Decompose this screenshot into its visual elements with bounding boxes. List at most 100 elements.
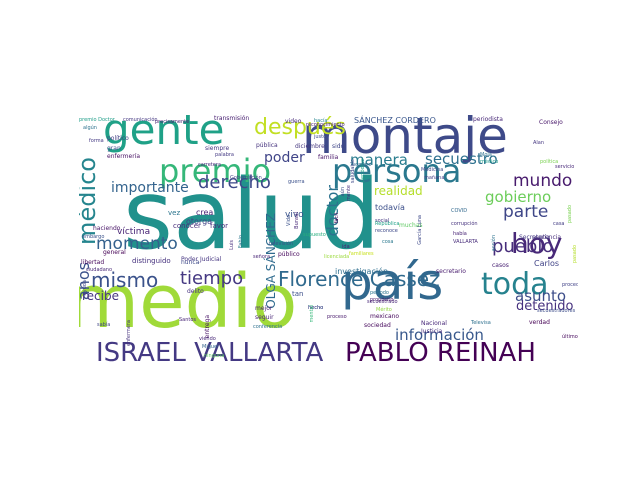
cloud-word: médico — [480, 159, 499, 165]
cloud-word: seguir — [255, 314, 274, 321]
cloud-word: saludable — [350, 159, 356, 184]
cloud-word: mañana — [424, 175, 445, 181]
cloud-word: guerra — [288, 179, 305, 185]
cloud-word: asunto — [515, 287, 567, 305]
cloud-word: periodo — [370, 290, 389, 296]
cloud-word: hacía — [314, 118, 328, 124]
cloud-word: palabra — [215, 152, 234, 158]
cloud-word: cosa — [382, 239, 394, 245]
cloud-word: sabía — [97, 322, 111, 328]
cloud-word: secuestradores — [537, 308, 576, 314]
cloud-word: crea — [196, 208, 214, 217]
cloud-word: Santos — [179, 317, 197, 323]
cloud-word: general — [103, 249, 126, 256]
cloud-word: importante — [111, 180, 189, 196]
cloud-word: momento — [96, 234, 178, 254]
cloud-word: sido — [332, 143, 345, 150]
cloud-word: Consejo — [539, 119, 563, 126]
cloud-word: persona — [332, 152, 462, 190]
cloud-word: Alan — [533, 140, 545, 146]
cloud-word: Bunsal — [294, 212, 300, 229]
cloud-word: información — [395, 326, 484, 344]
cloud-word: otorga — [186, 217, 213, 226]
cloud-word: hoy — [511, 227, 563, 260]
cloud-word: Carlos — [534, 259, 560, 268]
cloud-word: doctor — [323, 185, 342, 237]
cloud-word: algún — [83, 125, 97, 131]
cloud-word: enfermería — [107, 153, 141, 160]
cloud-word: mental — [309, 305, 315, 323]
cloud-word: sentencia — [532, 234, 562, 241]
cloud-word: recibe — [82, 289, 119, 303]
cloud-word: vivo — [285, 210, 304, 220]
cloud-word: secuestrado — [367, 299, 398, 305]
cloud-word: reconoce — [375, 228, 398, 234]
cloud-word: sociedad — [364, 322, 391, 329]
cloud-word: montaje — [302, 115, 508, 165]
cloud-word: familiares — [349, 251, 374, 257]
cloud-word: Vida — [286, 215, 292, 226]
cloud-word: procedimiento — [562, 282, 578, 288]
cloud-word: Miguel — [202, 344, 219, 350]
cloud-word: investigación — [335, 267, 389, 276]
cloud-word: había — [453, 231, 467, 237]
cloud-word: PABLO REINAH — [345, 338, 536, 367]
cloud-word: televisión — [269, 241, 294, 247]
cloud-word: proceso — [327, 314, 347, 320]
cloud-word: mundo — [513, 171, 573, 191]
cloud-word: mismo — [91, 268, 159, 292]
cloud-word: ninguna — [204, 353, 225, 359]
cloud-word: carretera — [198, 162, 221, 168]
cloud-word: realidad — [374, 184, 423, 198]
cloud-word: justo — [314, 134, 327, 140]
cloud-word: gobierno — [485, 188, 552, 206]
cloud-word: mejor — [255, 305, 273, 312]
cloud-word: nunca — [181, 259, 200, 266]
cloud-word: entrega — [204, 315, 211, 339]
cloud-word: precisamente — [155, 119, 190, 125]
cloud-word: Gobernación — [230, 175, 262, 181]
cloud-word: mexicano — [370, 313, 400, 320]
cloud-word: República — [375, 221, 400, 227]
cloud-word: tiempo — [180, 268, 244, 289]
cloud-word: servicio — [555, 164, 575, 170]
cloud-word: familia — [318, 154, 339, 161]
cloud-word: corrupción — [451, 221, 478, 227]
cloud-word: salud — [123, 159, 381, 271]
cloud-word: Justicia — [421, 328, 443, 335]
cloud-word: conferencia — [253, 324, 283, 330]
word-cloud: salud medio montaje país gente persona premio t… — [79, 115, 578, 367]
cloud-word: premio — [159, 152, 272, 190]
cloud-word: supuesto — [303, 232, 326, 238]
cloud-word: Televisa — [471, 320, 491, 326]
cloud-word: Poder Judicial — [181, 256, 222, 263]
cloud-word: siempre — [205, 145, 230, 152]
cloud-word: ISRAEL VALLARTA — [96, 338, 324, 367]
cloud-word: social — [375, 218, 390, 224]
cloud-word: propósito — [370, 297, 394, 303]
cloud-word: enfermera — [126, 320, 132, 347]
cloud-word: tan — [292, 290, 304, 298]
cloud-word: Fabio — [238, 235, 244, 249]
cloud-word: pueblo — [492, 236, 554, 257]
cloud-word: periódico — [360, 159, 366, 183]
cloud-word: comunicación — [123, 117, 158, 123]
cloud-word: fácil — [334, 213, 340, 224]
cloud-word: medio — [79, 259, 298, 345]
cloud-word: delito — [187, 288, 204, 295]
cloud-word: forma — [89, 138, 104, 144]
cloud-word: hecho — [308, 305, 324, 311]
cloud-word: viendo — [199, 336, 216, 342]
cloud-word: distinguido — [132, 257, 171, 265]
cloud-word: último — [562, 334, 578, 340]
cloud-word: García Luna — [417, 215, 423, 245]
cloud-word: licenciada — [324, 254, 350, 260]
cloud-word: video — [285, 118, 302, 125]
cloud-word: pasado — [567, 205, 573, 224]
cloud-word: Mérito — [376, 307, 392, 313]
cloud-word: VALLARTA — [453, 239, 478, 245]
cloud-word: ayuda — [82, 280, 88, 296]
cloud-word: secuestro — [425, 150, 498, 168]
cloud-word: país — [341, 253, 444, 311]
